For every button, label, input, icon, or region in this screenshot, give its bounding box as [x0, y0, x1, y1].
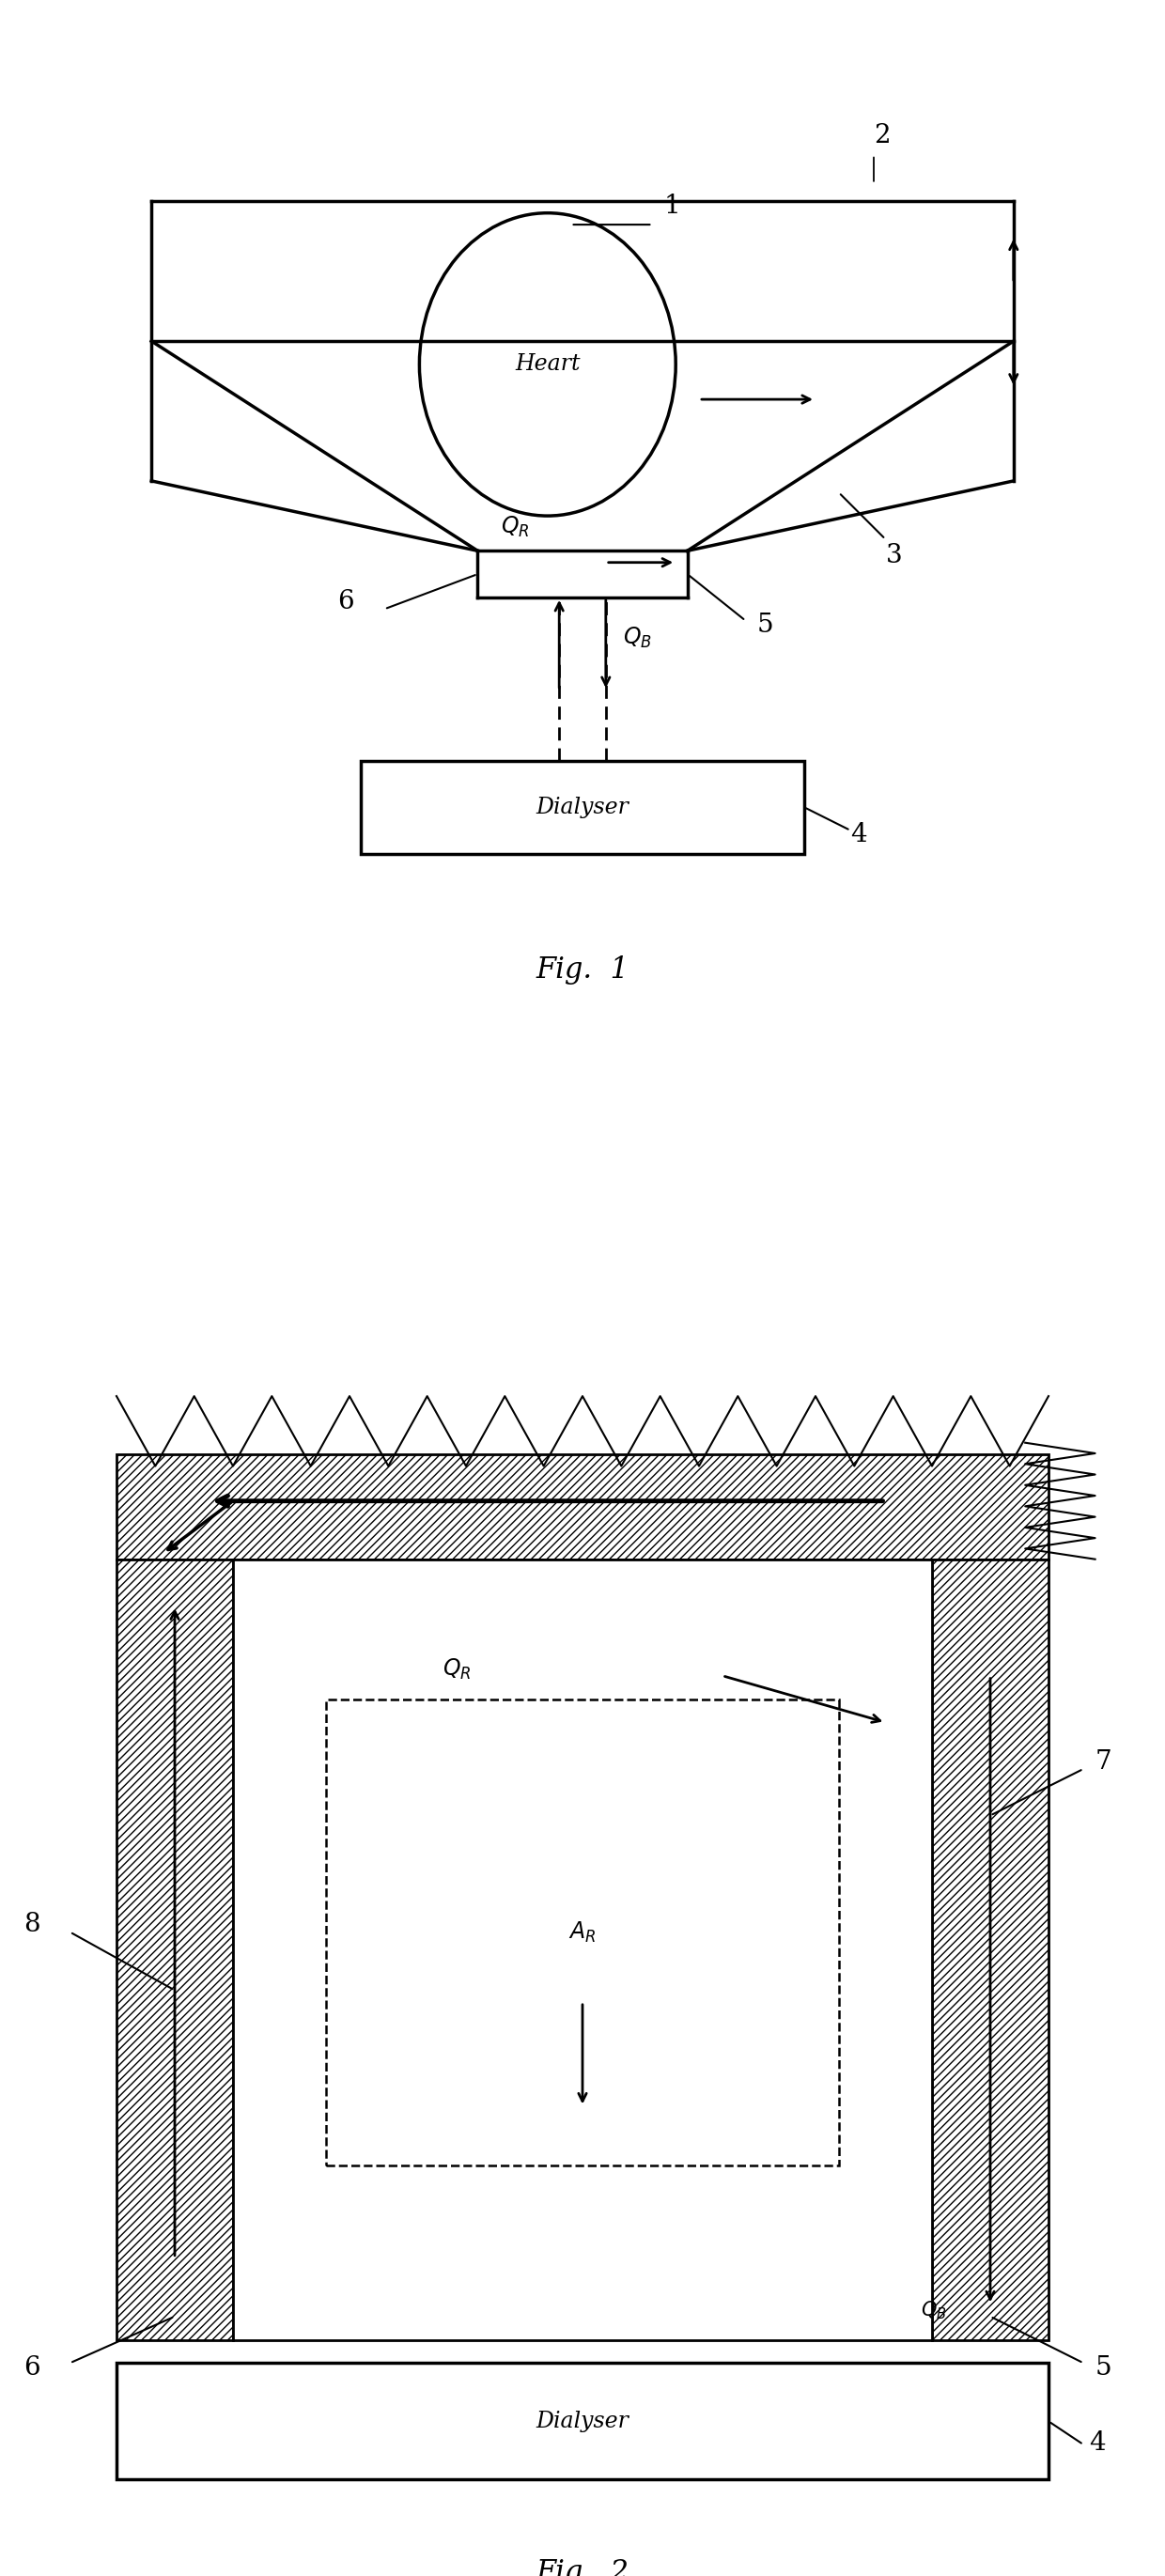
Bar — [361, 760, 804, 853]
Text: Fig.  2: Fig. 2 — [536, 2558, 629, 2576]
Bar — [116, 1455, 1048, 1558]
Text: 5: 5 — [1095, 2354, 1111, 2380]
Text: $A_R$: $A_R$ — [569, 1919, 596, 1945]
Text: Heart: Heart — [515, 353, 580, 376]
Text: 4: 4 — [1089, 2432, 1106, 2455]
Text: 5: 5 — [757, 613, 774, 639]
Text: Dialyser: Dialyser — [536, 796, 629, 819]
Text: 3: 3 — [885, 544, 902, 569]
Text: 6: 6 — [338, 590, 354, 616]
Bar — [116, 1558, 233, 2339]
Text: 7: 7 — [1095, 1749, 1111, 1775]
Text: $Q_R$: $Q_R$ — [443, 1656, 472, 1682]
Text: 2: 2 — [874, 124, 890, 149]
Text: 8: 8 — [23, 1911, 40, 1937]
Text: Fig.  1: Fig. 1 — [536, 956, 629, 984]
Text: 1: 1 — [664, 193, 680, 219]
Bar — [116, 2362, 1048, 2481]
Bar — [326, 1700, 839, 2164]
Text: $Q_B$: $Q_B$ — [623, 626, 652, 649]
Bar — [932, 1558, 1048, 2339]
Text: Dialyser: Dialyser — [536, 2411, 629, 2432]
Text: $Q_B$: $Q_B$ — [920, 2300, 946, 2321]
Text: 4: 4 — [850, 822, 867, 848]
Bar — [233, 1558, 932, 2339]
Text: 6: 6 — [23, 2354, 40, 2380]
Text: $Q_R$: $Q_R$ — [501, 515, 530, 538]
